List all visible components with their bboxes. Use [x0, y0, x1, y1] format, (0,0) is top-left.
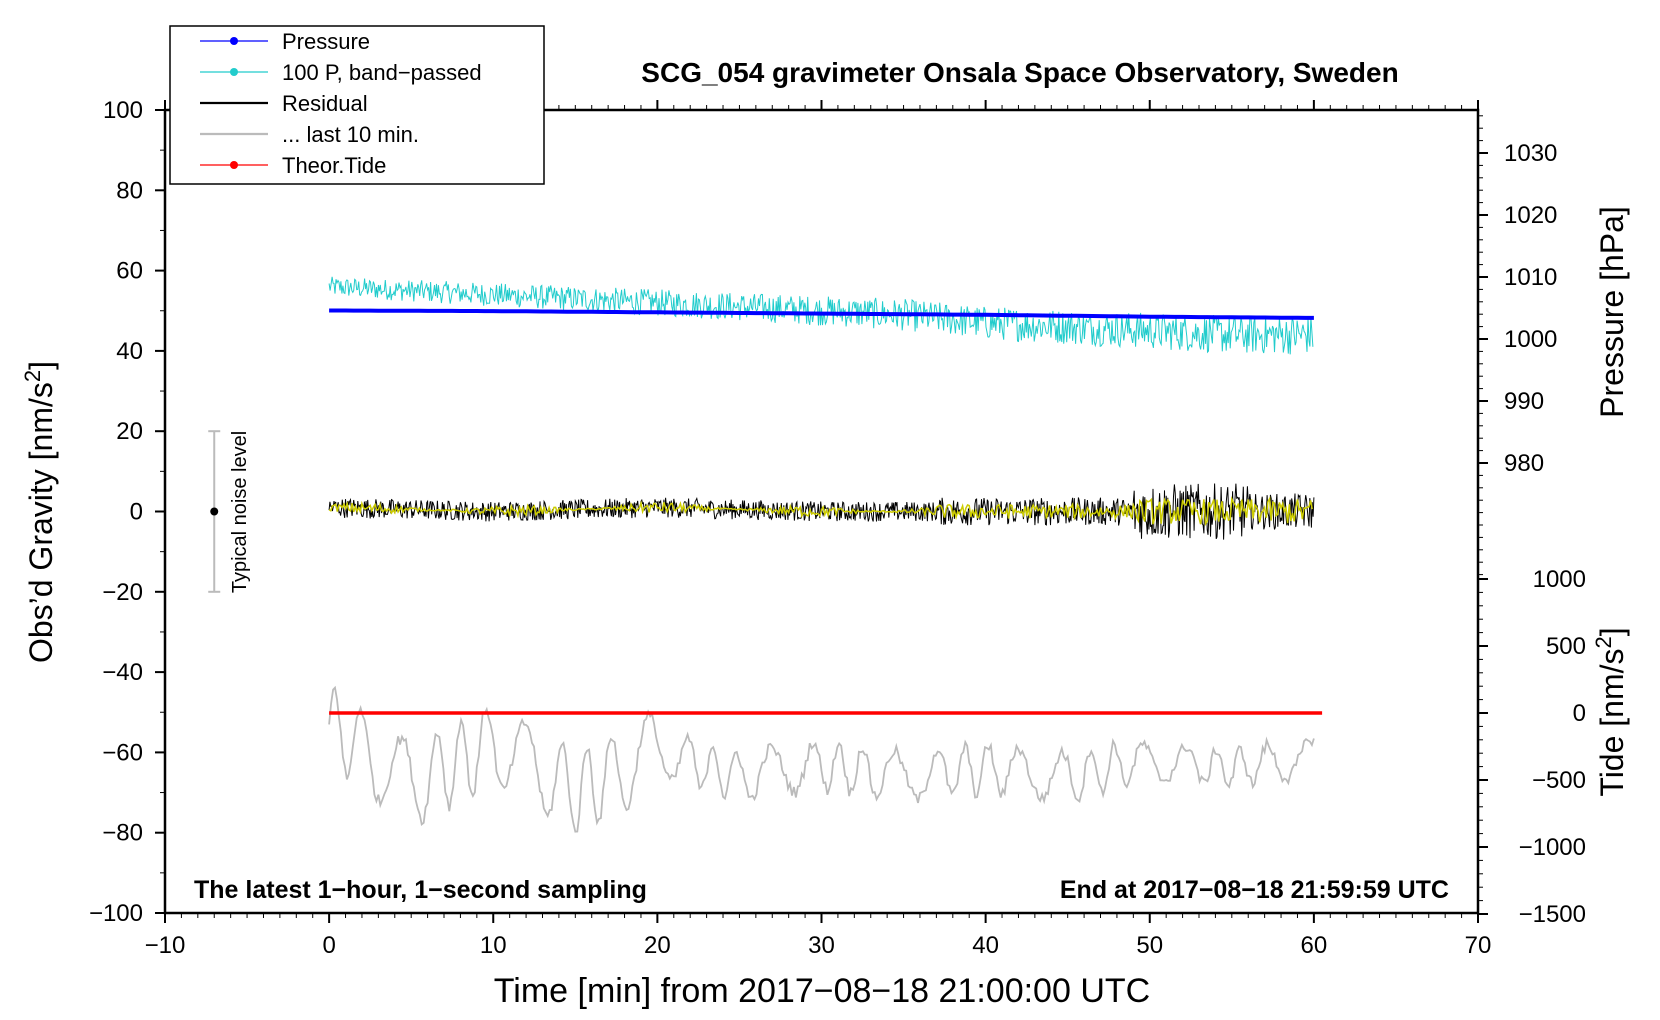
legend-swatch-marker [230, 68, 238, 76]
x-tick-label: 60 [1301, 932, 1328, 959]
pressure-tick-label: 1010 [1504, 264, 1557, 291]
y-tick-label-left: 0 [130, 499, 143, 526]
legend: Pressure 100 P, band−passed Residual ... la… [169, 25, 545, 185]
x-tick-label: 70 [1465, 932, 1492, 959]
x-tick-label: 40 [972, 932, 999, 959]
legend-label: Pressure [282, 29, 370, 54]
tide-tick-label: 500 [1546, 633, 1586, 660]
pressure-tick-label: 1000 [1504, 326, 1557, 353]
series-pressure [329, 308, 1314, 320]
legend-label: Residual [282, 91, 368, 116]
x-tick-label: 10 [480, 932, 507, 959]
y-axis-label-tide: Tide [nm/s2] [1591, 627, 1630, 796]
axes-layer: −10 0 10 20 30 40 50 60 70100806040200−20−40−60−… [89, 97, 1586, 959]
noise-bar-label: Typical noise level [229, 431, 251, 593]
tide-tick-label: −500 [1532, 767, 1586, 794]
y-axis-label-pressure: Pressure [hPa] [1594, 206, 1630, 418]
annotation-bottom-right: End at 2017−08−18 21:59:59 UTC [1060, 876, 1449, 904]
x-axis-label: Time [min] from 2017−08−18 21:00:00 UTC [494, 972, 1150, 1010]
tide-tick-label: 0 [1573, 700, 1586, 727]
y-tick-label-left: −80 [102, 820, 143, 847]
legend-swatch-marker [230, 161, 238, 169]
legend-box [169, 25, 545, 185]
x-tick-label: 50 [1136, 932, 1163, 959]
y-tick-label-left: −60 [102, 739, 143, 766]
pressure-tick-label: 1020 [1504, 202, 1557, 229]
y-axis-label-left: Obs’d Gravity [nm/s2] [20, 361, 59, 663]
pressure-tick-label: 980 [1504, 450, 1544, 477]
x-tick-label: 0 [322, 932, 335, 959]
legend-label: ... last 10 min. [282, 122, 419, 147]
x-tick-label: 20 [644, 932, 671, 959]
tide-tick-label: 1000 [1533, 566, 1586, 593]
series-residual-smoothed [328, 496, 1313, 527]
pressure-tick-label: 1030 [1504, 140, 1557, 167]
legend-entry: Theor.Tide [200, 153, 386, 178]
y-tick-label-left: −100 [89, 900, 143, 927]
legend-entry: Pressure [200, 29, 370, 54]
legend-entry: Residual [200, 91, 368, 116]
chart-title: SCG_054 gravimeter Onsala Space Observat… [641, 57, 1398, 88]
y-tick-label-left: −20 [102, 579, 143, 606]
y-tick-label-left: 60 [116, 258, 143, 285]
series-bandpassed-pressure [328, 276, 1314, 355]
series-last-10-min [328, 685, 1315, 833]
legend-label: Theor.Tide [282, 153, 386, 178]
noise-bar [208, 430, 221, 593]
series-layer [328, 276, 1323, 833]
legend-entry: 100 P, band−passed [200, 60, 482, 85]
tide-tick-label: −1000 [1519, 834, 1586, 861]
y-tick-label-left: 20 [116, 418, 143, 445]
y-tick-label-left: −40 [102, 659, 143, 686]
x-tick-label: −10 [145, 932, 186, 959]
y-tick-label-left: 80 [116, 177, 143, 204]
tide-tick-label: −1500 [1519, 901, 1586, 928]
legend-swatch-marker [230, 37, 238, 45]
legend-entries: Pressure 100 P, band−passed Residual ... la… [200, 29, 482, 178]
annotation-bottom-left: The latest 1−hour, 1−second sampling [194, 876, 647, 904]
y-tick-label-left: 100 [103, 97, 143, 124]
legend-entry: ... last 10 min. [200, 122, 419, 147]
legend-label: 100 P, band−passed [282, 60, 482, 85]
x-tick-label: 30 [808, 932, 835, 959]
y-tick-label-left: 40 [116, 338, 143, 365]
pressure-tick-label: 990 [1504, 388, 1544, 415]
noise-bar-center-dot [210, 507, 219, 516]
